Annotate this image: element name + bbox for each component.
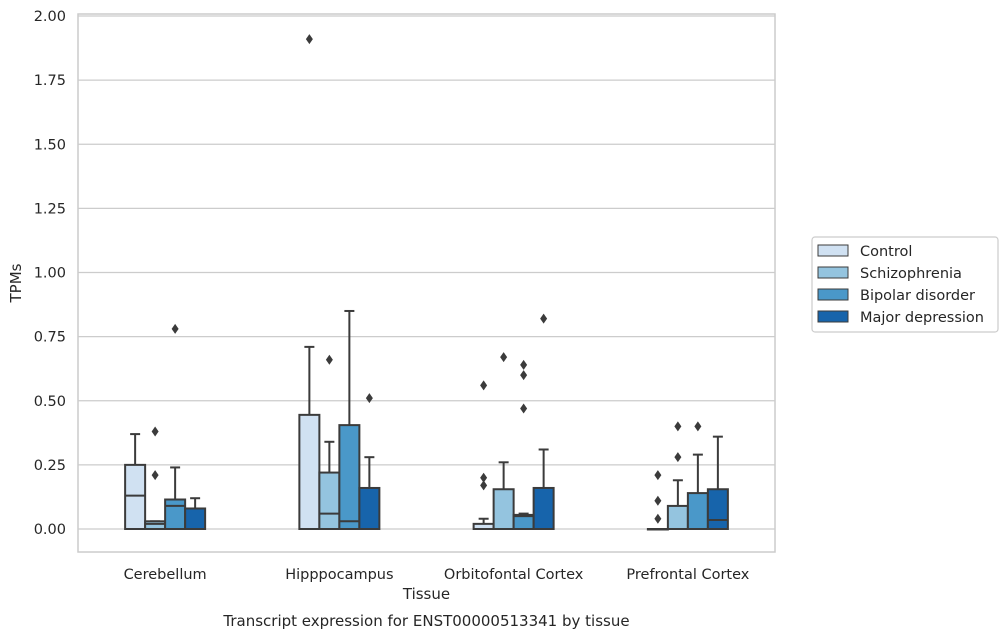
box-body	[144, 520, 167, 530]
outlier-point	[694, 421, 702, 432]
gridlines	[78, 15, 775, 530]
outlier-point	[480, 380, 488, 391]
box-schizophrenia	[666, 421, 689, 531]
outlier-point	[480, 480, 488, 491]
boxes	[124, 34, 729, 531]
box-body	[686, 492, 709, 530]
legend-frame	[811, 236, 999, 333]
box-control	[298, 34, 321, 531]
box-bipolar-disorder	[164, 323, 187, 531]
box-schizophrenia	[318, 354, 341, 531]
y-tick-label: 1.50	[34, 137, 66, 153]
box-control	[472, 380, 495, 530]
outlier-point	[171, 323, 179, 334]
y-tick-label: 1.00	[34, 266, 66, 282]
box-major-depression	[532, 313, 555, 530]
legend-label: Major depression	[860, 310, 984, 326]
y-tick-label: 0.00	[34, 522, 66, 538]
outlier-point	[520, 359, 528, 370]
outlier-point	[674, 452, 682, 463]
box-body	[184, 507, 207, 531]
y-tick-labels: 0.00 0.25 0.50 0.75 1.00 1.25 1.50 1.75 2.00	[34, 9, 66, 538]
legend-label: Schizophrenia	[860, 266, 962, 282]
outlier-point	[151, 426, 159, 437]
x-tick-label: Hipppocampus	[285, 567, 393, 583]
outlier-point	[654, 495, 662, 506]
x-tick-label: Prefrontal Cortex	[626, 567, 749, 583]
box-schizophrenia	[492, 352, 515, 530]
x-tick-label: Cerebellum	[124, 567, 207, 583]
outlier-point	[654, 470, 662, 481]
box-body	[358, 486, 381, 530]
box-body	[706, 488, 729, 530]
box-body	[532, 486, 555, 530]
x-axis-title: Tissue	[402, 585, 450, 603]
legend-swatch	[817, 266, 849, 279]
outlier-point	[480, 472, 488, 483]
outlier-point	[540, 313, 548, 324]
outlier-point	[654, 513, 662, 524]
y-tick-label: 0.25	[34, 458, 66, 474]
box-body	[298, 413, 321, 531]
y-tick-label: 1.75	[34, 73, 66, 89]
legend-label: Control	[860, 244, 912, 260]
legend: Control Schizophrenia Bipolar disorder Majo…	[811, 236, 999, 333]
legend-swatch	[817, 288, 849, 301]
box-major-depression	[706, 435, 729, 530]
outlier-point	[520, 403, 528, 414]
y-axis-title: TPMs	[7, 263, 25, 303]
legend-swatch	[817, 244, 849, 257]
box-body	[124, 463, 147, 530]
y-tick-label: 1.25	[34, 201, 66, 217]
outlier-point	[500, 352, 508, 363]
box-major-depression	[184, 497, 207, 531]
x-tick-label: Orbitofontal Cortex	[444, 567, 584, 583]
box-control	[124, 433, 147, 530]
box-bipolar-disorder	[686, 421, 709, 530]
box-body	[492, 488, 515, 530]
box-body	[164, 498, 187, 531]
x-tick-labels: Cerebellum Hipppocampus Orbitofontal Corte…	[124, 567, 750, 583]
legend-swatch	[817, 310, 849, 323]
outlier-point	[325, 354, 333, 365]
outlier-point	[674, 421, 682, 432]
box-major-depression	[358, 393, 381, 530]
y-tick-label: 0.75	[34, 330, 66, 346]
box-body	[338, 424, 361, 530]
box-bipolar-disorder	[338, 309, 361, 530]
outlier-point	[520, 370, 528, 381]
box-body	[318, 471, 341, 531]
plot-frame	[77, 13, 776, 553]
legend-label: Bipolar disorder	[860, 288, 975, 304]
y-tick-label: 2.00	[34, 9, 66, 25]
box-body	[666, 504, 689, 531]
outlier-point	[365, 393, 373, 404]
box-bipolar-disorder	[512, 359, 535, 531]
outlier-point	[151, 470, 159, 481]
box-schizophrenia	[144, 426, 167, 530]
box-control	[646, 470, 669, 531]
y-tick-label: 0.50	[34, 394, 66, 410]
chart-caption: Transcript expression for ENST0000051334…	[222, 612, 629, 630]
outlier-point	[305, 34, 313, 45]
